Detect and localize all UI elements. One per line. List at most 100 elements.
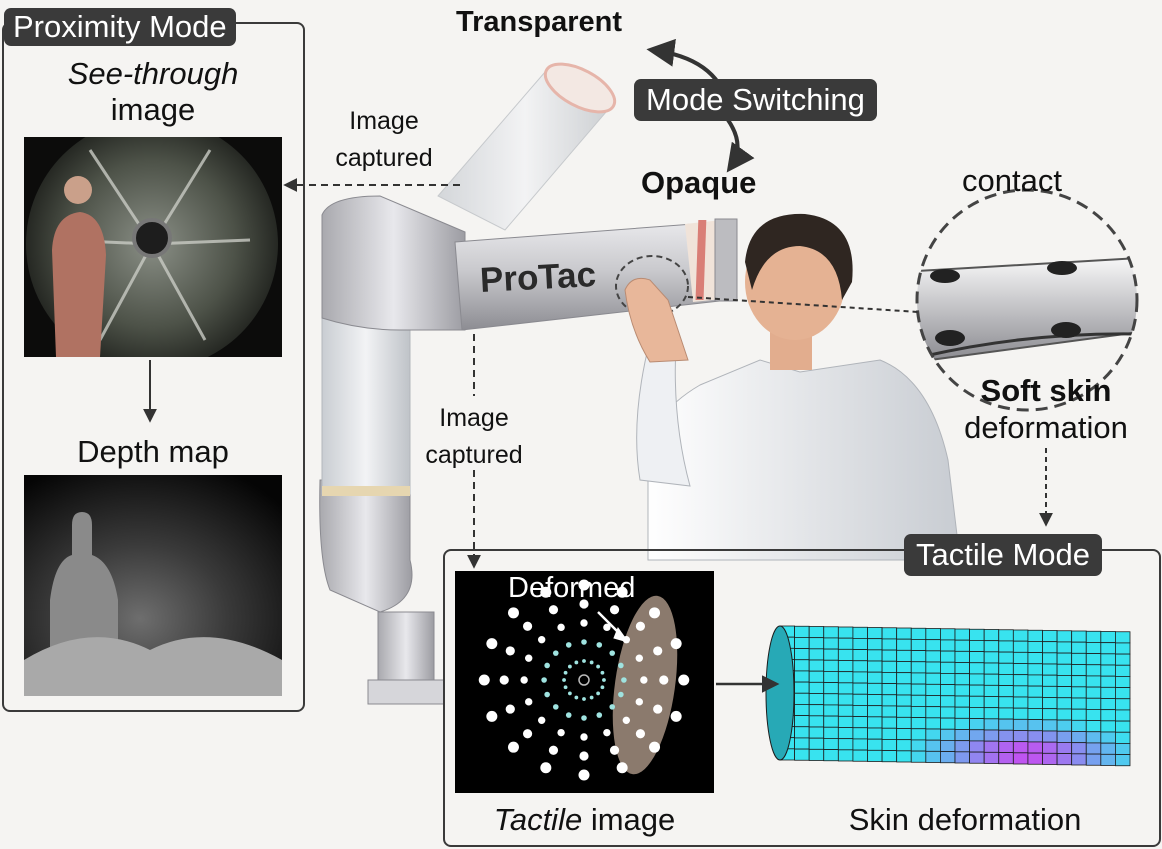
tactile-image-caption: Tactile image bbox=[455, 802, 714, 838]
marker-dot bbox=[525, 654, 533, 662]
marker-dot bbox=[596, 664, 601, 669]
image-captured-mid-line2: captured bbox=[425, 441, 523, 469]
tactile-caption-rest: image bbox=[590, 802, 676, 837]
marker-dot bbox=[578, 579, 590, 591]
marker-dot bbox=[635, 698, 643, 706]
mesh-cell bbox=[1115, 754, 1131, 767]
marker-dot bbox=[567, 691, 572, 696]
marker-dot bbox=[581, 715, 587, 721]
marker-dot bbox=[618, 691, 624, 698]
marker-dot bbox=[537, 635, 546, 644]
proximity-mode-badge: Proximity Mode bbox=[4, 8, 236, 46]
marker-dot bbox=[563, 670, 568, 675]
marker-dot bbox=[579, 599, 589, 609]
marker-dot bbox=[565, 642, 572, 648]
see-through-image-text: image bbox=[110, 92, 196, 127]
marker-dot bbox=[567, 664, 572, 669]
mode-switching-badge: Mode Switching bbox=[634, 79, 877, 121]
marker-dot bbox=[640, 676, 648, 684]
protac-label: ProTac bbox=[479, 254, 597, 301]
marker-dot bbox=[525, 698, 533, 706]
marker-dot bbox=[600, 685, 605, 690]
tactile-mode-badge: Tactile Mode bbox=[904, 534, 1103, 576]
marker-dot bbox=[609, 745, 620, 755]
marker-dot bbox=[609, 650, 616, 656]
marker-dot bbox=[507, 607, 519, 619]
marker-dot bbox=[589, 660, 594, 665]
marker-dot bbox=[541, 677, 547, 683]
opaque-label: Opaque bbox=[641, 165, 757, 200]
marker-dot bbox=[544, 691, 550, 698]
marker-dot bbox=[649, 607, 661, 619]
marker-dot bbox=[565, 712, 572, 718]
marker-dot bbox=[596, 691, 601, 696]
tactile-panel bbox=[443, 549, 1161, 847]
marker-dot bbox=[557, 728, 565, 737]
marker-dot bbox=[653, 704, 663, 714]
soft-skin-bold-text: Soft skin bbox=[980, 373, 1112, 408]
marker-dot bbox=[670, 638, 682, 650]
marker-dot bbox=[609, 704, 616, 710]
image-captured-top-line2: captured bbox=[335, 144, 433, 172]
deformation-text: deformation bbox=[964, 410, 1128, 445]
depth-map-image bbox=[24, 475, 282, 696]
deformed-label: Deformed bbox=[508, 572, 636, 604]
marker-dot bbox=[596, 642, 603, 648]
marker-dot bbox=[505, 646, 515, 656]
marker-dot bbox=[603, 728, 611, 737]
image-captured-top-label: Image captured bbox=[326, 103, 442, 177]
image-captured-mid-line1: Image bbox=[439, 404, 509, 432]
marker-dot bbox=[574, 660, 579, 665]
marker-dot bbox=[621, 677, 627, 683]
contact-zoom-view bbox=[915, 188, 1139, 412]
marker-dot bbox=[678, 674, 690, 686]
marker-dot bbox=[540, 586, 552, 598]
marker-dot bbox=[507, 741, 519, 753]
marker-dot bbox=[578, 769, 590, 781]
marker-dot bbox=[537, 716, 546, 725]
person-illustration bbox=[624, 213, 961, 561]
soft-skin-label: Soft skin deformation bbox=[946, 372, 1146, 446]
marker-dot bbox=[635, 729, 646, 739]
marker-dot bbox=[635, 621, 646, 631]
depth-map-label: Depth map bbox=[77, 434, 229, 469]
marker-dot bbox=[616, 586, 628, 598]
see-through-label: See-through image bbox=[30, 56, 276, 128]
marker-dot bbox=[622, 716, 631, 725]
marker-dot bbox=[562, 678, 566, 682]
image-captured-top-line1: Image bbox=[349, 107, 419, 135]
marker-dot bbox=[616, 762, 628, 774]
marker-dot bbox=[649, 741, 661, 753]
marker-dot bbox=[552, 704, 559, 710]
marker-dot bbox=[582, 659, 586, 663]
marker-dot bbox=[582, 697, 586, 701]
marker-dot bbox=[596, 712, 603, 718]
marker-dot bbox=[563, 685, 568, 690]
marker-dot bbox=[552, 650, 559, 656]
marker-dot bbox=[522, 729, 533, 739]
marker-dot bbox=[574, 695, 579, 700]
marker-dot bbox=[589, 695, 594, 700]
marker-dot bbox=[600, 670, 605, 675]
marker-dot bbox=[522, 621, 533, 631]
marker-dot bbox=[653, 646, 663, 656]
marker-dot bbox=[580, 733, 588, 741]
see-through-italic-text: See-through bbox=[67, 56, 239, 91]
marker-dot bbox=[602, 678, 606, 682]
mesh-end-cap bbox=[765, 625, 795, 761]
marker-dot bbox=[580, 619, 588, 627]
marker-dot bbox=[478, 674, 490, 686]
marker-dot bbox=[670, 710, 682, 722]
marker-dot bbox=[635, 654, 643, 662]
marker-dot bbox=[581, 639, 587, 645]
tactile-caption-italic: Tactile bbox=[493, 802, 583, 837]
marker-dot bbox=[499, 675, 509, 685]
marker-dot bbox=[659, 675, 669, 685]
transparent-label: Transparent bbox=[456, 6, 622, 38]
marker-dot bbox=[603, 623, 611, 632]
marker-dot bbox=[486, 638, 498, 650]
marker-dot bbox=[505, 704, 515, 714]
skin-deformation-caption: Skin deformation bbox=[848, 802, 1082, 837]
